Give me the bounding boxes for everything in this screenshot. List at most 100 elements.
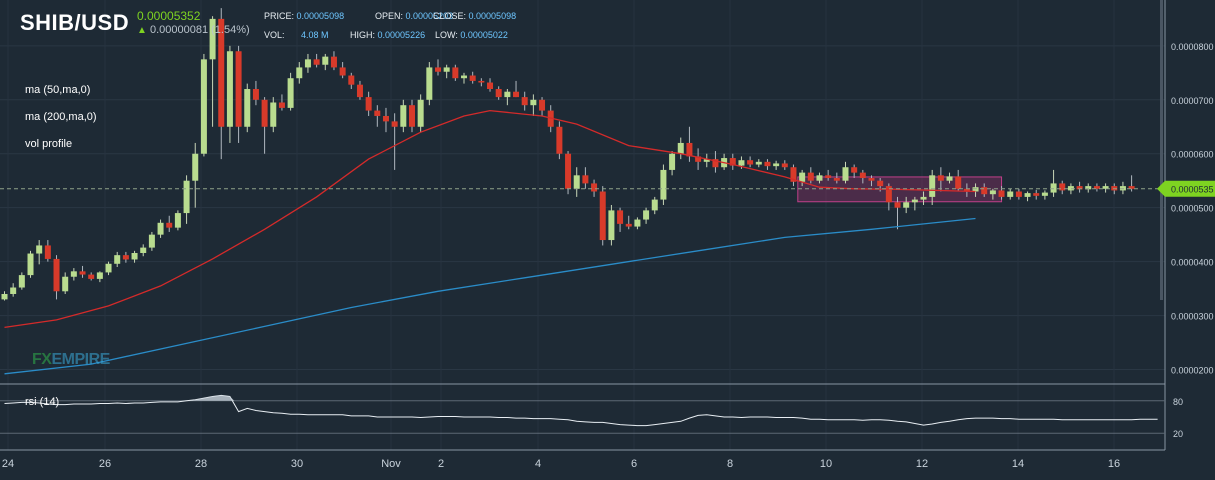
candle-up (799, 172, 806, 182)
x-tick-label: 10 (820, 458, 832, 470)
candle-up (417, 99, 424, 127)
candle-down (513, 91, 520, 98)
candle-down (122, 255, 129, 260)
candle-up (192, 153, 199, 181)
ohlc-close: CLOSE: 0.00005098 (433, 11, 517, 21)
y-tick-label: 0.0000200 (1171, 366, 1214, 376)
indicator-vol-profile[interactable]: vol profile (25, 138, 73, 150)
candle-up (920, 196, 927, 200)
x-tick-label: 16 (1108, 458, 1120, 470)
rsi-panel: 80 20 (0, 394, 1183, 439)
candle-down (469, 75, 476, 81)
up-arrow-icon: ▲ (137, 25, 147, 36)
candle-down (981, 187, 988, 195)
candle-down (955, 176, 962, 189)
candle-down (877, 180, 884, 187)
candle-up (1024, 193, 1031, 197)
candle-down (261, 99, 268, 127)
candle-down (1111, 186, 1118, 191)
candle-up (608, 210, 615, 241)
ohlc-low: LOW: 0.00005022 (435, 30, 508, 40)
ma200-line (4, 217, 976, 375)
candle-up (703, 159, 710, 162)
candle-up (946, 176, 953, 181)
moving-averages (0, 109, 1165, 375)
candle-up (157, 222, 164, 235)
x-tick-label: 28 (195, 458, 207, 470)
candle-up (677, 142, 684, 154)
candle-up (287, 78, 294, 108)
candle-down (348, 75, 355, 85)
candle-down (1033, 193, 1040, 196)
candle-down (599, 191, 606, 241)
candle-down (747, 160, 754, 165)
candle-up (660, 169, 667, 200)
last-price-tag (1157, 180, 1215, 197)
candle-up (755, 161, 762, 165)
candle-down (374, 110, 381, 116)
candle-down (382, 115, 389, 122)
scrollbar (1160, 0, 1163, 300)
x-tick-label: 14 (1012, 458, 1024, 470)
candle-down (339, 67, 346, 76)
candle-down (764, 161, 771, 167)
candle-up (651, 199, 658, 211)
indicator-ma200[interactable]: ma (200,ma,0) (25, 111, 97, 123)
candle-down (252, 89, 259, 100)
candle-down (435, 67, 441, 72)
candle-up (105, 263, 112, 273)
candle-up (816, 175, 823, 181)
candle-up (903, 202, 910, 208)
candle-up (461, 75, 468, 79)
candle-down (278, 102, 285, 108)
candle-down (1128, 186, 1135, 189)
candle-down (894, 202, 901, 208)
candle-up (62, 276, 69, 292)
symbol-title: SHIB/USD (20, 10, 130, 35)
candle-down (487, 82, 494, 90)
candle-up (226, 51, 233, 127)
indicator-ma50[interactable]: ma (50,ma,0) (25, 84, 91, 96)
candle-down (452, 67, 459, 79)
candle-down (565, 153, 572, 189)
price-change-value: 0.00000081 (1.54%) (149, 24, 250, 36)
candle-down (556, 126, 563, 154)
rsi-level-label: 80 (1173, 397, 1183, 407)
candle-down (478, 80, 485, 83)
candle-up (669, 153, 676, 170)
candle-down (1093, 186, 1100, 189)
candle-up (148, 234, 155, 248)
candle-up (10, 287, 17, 294)
candle-up (426, 67, 433, 100)
candle-down (617, 210, 624, 224)
candle-down (495, 89, 502, 98)
candle-up (1050, 183, 1057, 193)
ohlc-vol: VOL: 4.08 M (264, 30, 329, 40)
candle-down (1015, 191, 1022, 197)
x-tick-label: 2 (438, 458, 444, 470)
candle-up (70, 271, 77, 277)
candle-down (235, 51, 242, 127)
x-tick-label: 12 (916, 458, 928, 470)
candle-up (304, 59, 311, 68)
candle-down (998, 190, 1005, 197)
ma50-line (4, 109, 976, 329)
candle-up (1041, 192, 1048, 196)
candle-down (686, 142, 693, 157)
candle-down (729, 158, 736, 166)
fxempire-logo: FXEMPIRE (32, 351, 110, 368)
candle-up (114, 255, 121, 264)
candle-down (591, 183, 598, 192)
y-tick-label: 0.0000300 (1171, 312, 1214, 322)
candle-up (634, 219, 641, 227)
candle-up (443, 67, 450, 72)
x-tick-label: 24 (2, 458, 14, 470)
candle-up (643, 210, 650, 220)
y-tick-label: 0.0000500 (1171, 204, 1214, 214)
candle-up (400, 105, 407, 127)
candle-up (270, 102, 277, 127)
ohlc-price: PRICE: 0.00005098 (264, 11, 345, 21)
rsi-label[interactable]: rsi (14) (25, 396, 60, 408)
